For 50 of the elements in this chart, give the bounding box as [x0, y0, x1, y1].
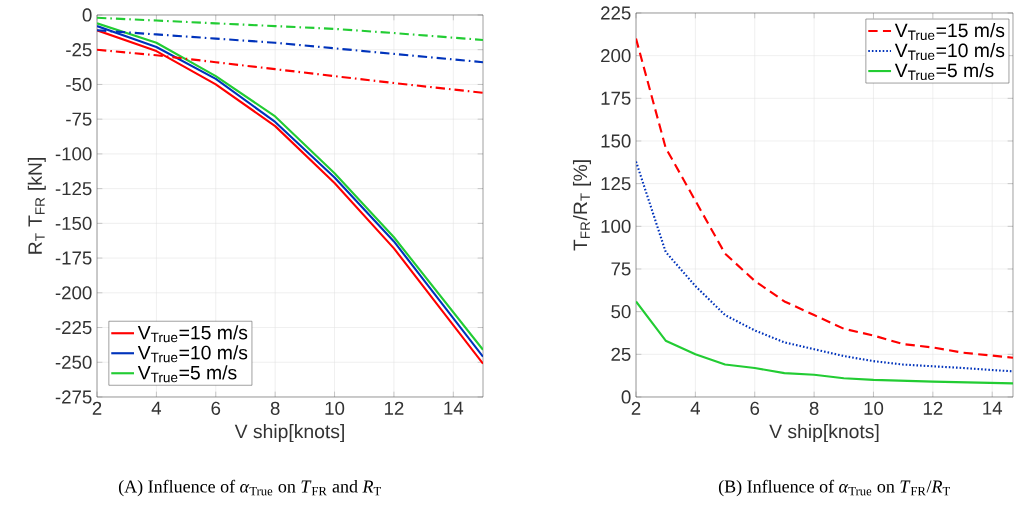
x-tick-label: 4	[690, 401, 701, 415]
x-tick-label: 2	[631, 401, 641, 415]
y-tick-label: -225	[55, 320, 92, 335]
x-tick-label: 8	[809, 401, 819, 415]
legend-label: V$_{True}$=5 m/s	[894, 63, 994, 81]
x-tick-label: 14	[983, 401, 1003, 415]
x-axis-title: V ship[knots]	[769, 424, 879, 443]
x-tick-label: 12	[384, 401, 404, 415]
x-tick-label: 12	[923, 401, 943, 415]
x-tick-label: 10	[864, 401, 884, 415]
y-tick-label: -100	[55, 147, 92, 161]
y-tick-label: 200	[601, 49, 631, 63]
y-axis-title: T$_{FR}$/R$_{T}$ [%]	[572, 160, 591, 251]
text: (A) Influence of α$_{True}$ on T$_{FR}$ and R$_{T}$	[118, 479, 381, 497]
line-series	[636, 300, 1013, 385]
y-tick-label: -75	[66, 112, 92, 126]
legend-label: V$_{True}$=5 m/s	[137, 365, 237, 383]
y-tick-label: 50	[611, 305, 631, 319]
text: (B) Influence of α$_{True}$ on T$_{FR}$/R$_{T}$	[718, 479, 950, 497]
y-tick-label: 175	[601, 91, 631, 105]
legend-label: V$_{True}$=15 m/s	[137, 325, 248, 343]
y-tick-label: 25	[611, 347, 631, 361]
y-tick-label: 0	[82, 8, 92, 22]
x-tick-label: 2	[92, 401, 102, 415]
x-tick-label: 8	[270, 401, 280, 415]
line-series	[97, 16, 483, 42]
legend-label: V$_{True}$=15 m/s	[894, 23, 1005, 41]
y-axis-title: R$_{T}$ T$_{FR}$ [kN]	[27, 158, 46, 254]
y-tick-label: 150	[601, 134, 631, 148]
y-tick-label: 75	[611, 262, 631, 276]
x-tick-label: 6	[211, 401, 221, 415]
y-tick-label: 0	[621, 390, 631, 404]
y-tick-label: 125	[601, 177, 631, 191]
y-tick-label: -275	[55, 390, 92, 404]
x-tick-label: 6	[750, 401, 760, 415]
y-tick-label: -50	[66, 77, 92, 92]
y-tick-label: -25	[66, 43, 92, 57]
x-tick-label: 10	[325, 401, 345, 415]
y-tick-label: -175	[55, 251, 92, 265]
y-tick-label: 100	[601, 219, 631, 233]
y-tick-label: -150	[55, 216, 92, 230]
y-tick-label: -125	[55, 182, 92, 196]
x-tick-label: 14	[444, 401, 464, 415]
x-tick-label: 4	[151, 401, 162, 415]
legend-label: V$_{True}$=10 m/s	[894, 43, 1005, 61]
x-axis-title: V ship[knots]	[234, 424, 344, 443]
y-tick-label: -250	[55, 355, 92, 369]
legend-label: V$_{True}$=10 m/s	[137, 345, 248, 363]
y-tick-label: -200	[55, 286, 92, 300]
y-tick-label: 225	[601, 6, 631, 20]
